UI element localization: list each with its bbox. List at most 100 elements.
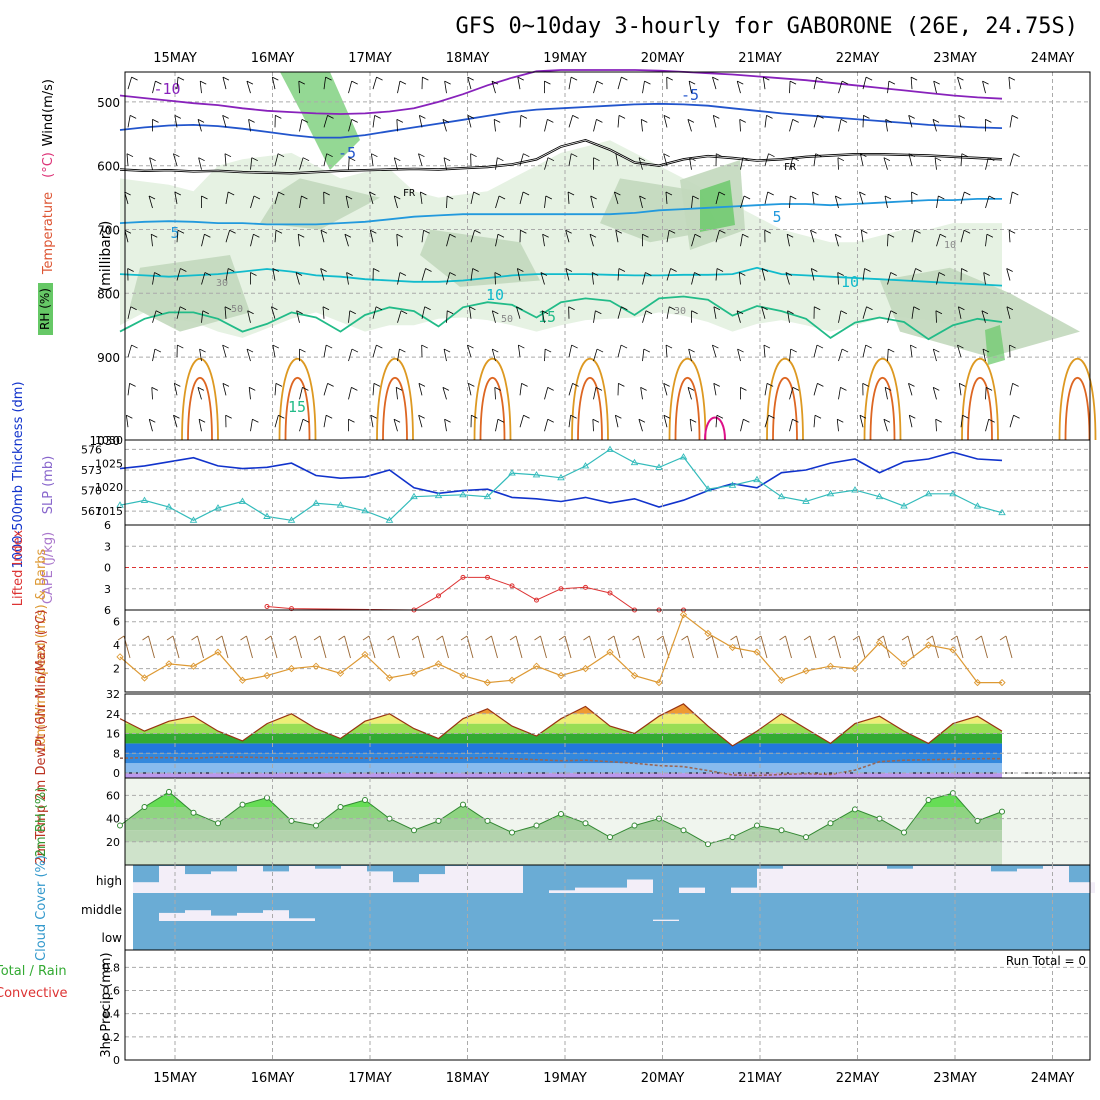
wind-barb bbox=[520, 115, 528, 119]
wind-barb bbox=[197, 119, 205, 123]
wind-barb bbox=[127, 268, 134, 272]
wind-barb bbox=[859, 191, 864, 205]
temperature-contour-warm bbox=[674, 376, 701, 441]
wind-barb bbox=[519, 191, 524, 205]
rh-area-green bbox=[985, 325, 1005, 365]
wind-barb bbox=[638, 157, 643, 170]
wind-barb bbox=[250, 419, 253, 432]
wind-barb bbox=[859, 191, 866, 196]
wind-barb bbox=[764, 153, 769, 166]
wind-barb bbox=[958, 383, 962, 396]
wind-barb bbox=[715, 230, 720, 243]
wind-barb bbox=[272, 268, 280, 272]
wind-barb bbox=[320, 230, 325, 243]
rh2m-point bbox=[362, 797, 368, 804]
wind-barb bbox=[446, 195, 448, 208]
temperature-contour-15 bbox=[119, 295, 1003, 341]
wind-barb bbox=[982, 80, 989, 85]
slp-point bbox=[949, 489, 957, 497]
wind-barb bbox=[224, 153, 227, 166]
wind-barb bbox=[247, 310, 254, 315]
wind-barb bbox=[370, 229, 377, 234]
wind-barb bbox=[399, 348, 406, 353]
wind-barb bbox=[199, 349, 202, 362]
wind-barb bbox=[617, 115, 620, 128]
wind-barb bbox=[124, 191, 131, 196]
wind-barb bbox=[737, 348, 741, 362]
wind-barb bbox=[326, 153, 333, 158]
wind-barb bbox=[786, 233, 794, 238]
wind-barb bbox=[152, 81, 156, 94]
wind-barb bbox=[371, 153, 378, 158]
temperature-contour-warm bbox=[479, 376, 506, 441]
wind-barb bbox=[1011, 115, 1019, 119]
wind-barb-10m bbox=[515, 635, 523, 659]
slp-point bbox=[875, 492, 884, 500]
cloud-cell bbox=[627, 879, 653, 893]
wind-barb-10m bbox=[338, 635, 345, 641]
wind-barb bbox=[124, 229, 132, 234]
cloud-cell bbox=[575, 887, 601, 893]
wind-barb bbox=[348, 119, 353, 132]
wind-barb bbox=[250, 195, 255, 209]
slp-axis-label: SLP (mb) bbox=[41, 456, 56, 515]
wind-barb bbox=[862, 77, 867, 90]
wind-barb bbox=[638, 157, 646, 162]
wind-barb bbox=[542, 233, 549, 238]
wind-barb-10m bbox=[442, 635, 449, 659]
wind-barb bbox=[787, 310, 794, 315]
wind-barb-10m bbox=[387, 635, 394, 641]
wind-barb bbox=[814, 414, 822, 419]
wind-barb bbox=[1009, 344, 1016, 349]
wind-barb bbox=[271, 306, 276, 319]
wind-barb bbox=[250, 157, 253, 170]
rh2m-point bbox=[607, 834, 613, 841]
wind-speed-point bbox=[385, 674, 394, 682]
lifted-index-tick-label: 6 bbox=[104, 604, 111, 617]
wind-barb bbox=[589, 234, 594, 247]
wind-barb bbox=[887, 234, 889, 247]
wind-barb bbox=[665, 191, 673, 196]
wind-barb-10m bbox=[956, 635, 964, 659]
contour-label: 50 bbox=[231, 304, 243, 315]
wind-barb bbox=[884, 195, 892, 200]
wind-barb bbox=[320, 268, 325, 281]
wind-barb bbox=[736, 81, 741, 94]
wind-barb bbox=[593, 387, 597, 400]
wind-barb bbox=[670, 268, 677, 272]
wind-barb bbox=[348, 348, 353, 362]
wind-barb bbox=[988, 157, 995, 162]
rh2m-point bbox=[239, 801, 246, 808]
dewpoint-line bbox=[119, 756, 1002, 777]
rh-band bbox=[125, 818, 1002, 831]
wind-barb bbox=[738, 272, 741, 285]
rh2m-point bbox=[215, 820, 221, 827]
wind-barb bbox=[278, 414, 285, 419]
wind-barb bbox=[177, 76, 185, 81]
wind-barb bbox=[225, 268, 229, 281]
wind-barb bbox=[442, 119, 447, 132]
wind-barb bbox=[497, 233, 505, 238]
wind-barb bbox=[173, 415, 178, 428]
wind-speed-point bbox=[238, 676, 247, 684]
wind-speed-point bbox=[581, 664, 590, 673]
rh2m-point bbox=[631, 822, 638, 829]
lifted-index-point bbox=[509, 583, 515, 589]
wind-barb bbox=[985, 386, 993, 391]
wind-barb bbox=[665, 191, 668, 205]
wind-barb bbox=[837, 272, 839, 285]
slp-point bbox=[189, 516, 198, 523]
rh2m-point bbox=[288, 817, 295, 824]
wind-barb bbox=[614, 191, 619, 205]
cloud-cell bbox=[393, 882, 419, 893]
wind-barb bbox=[399, 80, 407, 85]
wind-barb bbox=[915, 268, 922, 272]
wind-barb bbox=[641, 119, 648, 123]
wind-barb bbox=[914, 229, 921, 234]
contour-label: 10 bbox=[486, 286, 504, 304]
wind-barb bbox=[813, 415, 816, 428]
wind-barb-10m bbox=[583, 635, 590, 641]
wind-barb bbox=[497, 157, 504, 162]
wind-barb bbox=[148, 195, 156, 200]
wind-barb bbox=[763, 76, 770, 81]
